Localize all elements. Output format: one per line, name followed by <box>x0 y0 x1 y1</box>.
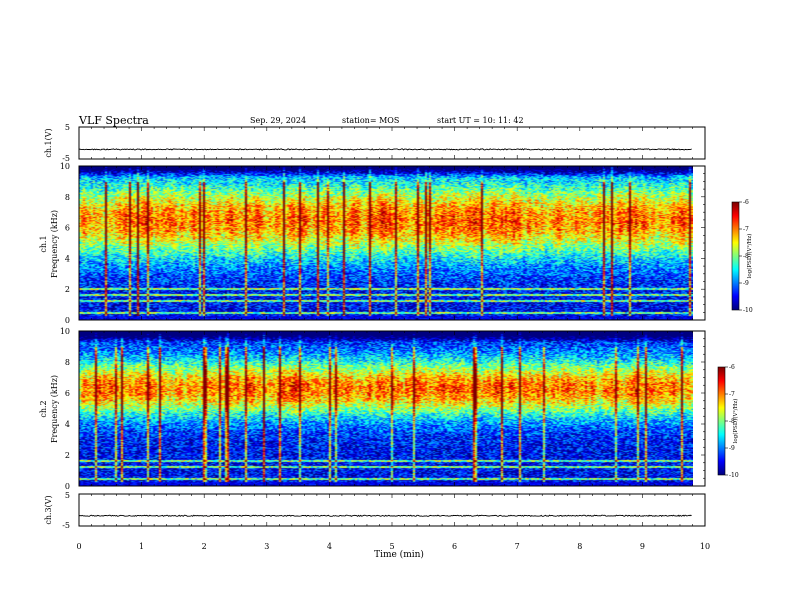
ch2-frequency-label: Frequency (kHz) <box>50 375 59 443</box>
ch3-waveform-frame <box>78 493 706 527</box>
x-tick-label: 3 <box>264 542 269 551</box>
x-tick-label: 5 <box>389 542 394 551</box>
ch2-spectrogram-heatmap <box>79 331 693 486</box>
ch1-spectrogram-heatmap <box>79 166 693 320</box>
x-tick-label: 1 <box>139 542 144 551</box>
colorbar-tick-label: -6 <box>743 199 749 206</box>
start-time-label: start UT = 10: 11: 42 <box>437 116 524 125</box>
colorbar-tick-label: -8 <box>743 253 749 260</box>
y-tick-label: 2 <box>65 285 70 294</box>
colorbar-tick-label: -8 <box>729 418 735 425</box>
x-tick-label: 6 <box>452 542 457 551</box>
x-tick-label: 10 <box>700 542 710 551</box>
ch1-ytick-bottom: -5 <box>62 154 70 163</box>
ch1-waveform-ylabel: ch.1(V) <box>44 128 53 157</box>
ch1-frequency-label: Frequency (kHz) <box>50 210 59 278</box>
ch3-waveform-ylabel: ch.3(V) <box>44 495 53 524</box>
y-tick-label: 2 <box>65 451 70 460</box>
y-tick-label: 4 <box>65 254 70 263</box>
ch1-waveform-trace <box>78 126 692 160</box>
ch1-colorbar-gradient <box>732 202 739 310</box>
ch2-colorbar: -6 -7 -8 -9 -10 log(PSD)(V²/Hz) <box>717 364 739 479</box>
station-label: station= MOS <box>342 116 399 125</box>
colorbar-tick-label: -10 <box>729 472 739 479</box>
colorbar-tick-label: -10 <box>743 307 753 314</box>
ch1-spectrogram-panel: ch.1 Frequency (kHz) 0 2 4 6 8 10 <box>39 162 706 325</box>
ch2-channel-label: ch.2 <box>39 400 48 417</box>
time-axis: 0 1 2 3 4 5 6 7 8 9 10 <box>76 127 710 551</box>
y-tick-label: 10 <box>60 162 70 171</box>
y-tick-label: 6 <box>65 224 70 233</box>
figure-title: VLF Spectra <box>78 114 149 127</box>
ch1-colorbar-ticks: -6 -7 -8 -9 -10 <box>739 199 753 314</box>
ch3-ytick-bottom: -5 <box>62 521 70 530</box>
x-tick-label: 8 <box>577 542 582 551</box>
colorbar-tick-label: -9 <box>743 280 749 287</box>
ch2-colorbar-gradient <box>718 367 725 475</box>
y-tick-label: 4 <box>65 420 70 429</box>
x-tick-label: 2 <box>202 542 207 551</box>
colorbar-tick-label: -6 <box>729 364 735 371</box>
y-tick-label: 8 <box>65 193 70 202</box>
x-tick-label: 0 <box>76 542 81 551</box>
y-tick-label: 0 <box>65 316 70 325</box>
y-tick-label: 0 <box>65 482 70 491</box>
x-tick-label: 4 <box>327 542 332 551</box>
waveform-line <box>78 148 692 151</box>
x-tick-label: 7 <box>515 542 520 551</box>
x-axis-label: Time (min) <box>374 549 424 560</box>
ch1-ytick-top: 5 <box>65 123 70 132</box>
ch1-channel-label: ch.1 <box>39 235 48 252</box>
y-tick-label: 8 <box>65 358 70 367</box>
ch3-waveform-trace <box>78 493 692 527</box>
x-tick-label: 9 <box>640 542 645 551</box>
waveform-line <box>78 514 692 517</box>
date-label: Sep. 29, 2024 <box>250 116 306 125</box>
ch1-waveform-panel: ch.1(V) 5 -5 <box>44 123 706 163</box>
ch2-spectrogram-panel: ch.2 Frequency (kHz) 0 2 4 6 8 10 <box>39 327 706 491</box>
y-tick-label: 10 <box>60 327 70 336</box>
colorbar-tick-label: -7 <box>729 391 735 398</box>
colorbar-tick-label: -9 <box>729 445 735 452</box>
ch3-waveform-panel: ch.3(V) 5 -5 <box>44 491 706 530</box>
ch1-waveform-frame <box>78 126 706 160</box>
ch2-colorbar-label: log(PSD)(V²/Hz) <box>732 399 739 444</box>
ch2-colorbar-ticks: -6 -7 -8 -9 -10 <box>725 364 739 479</box>
ch3-ytick-top: 5 <box>65 491 70 500</box>
ch1-colorbar-label: log(PSD)(V²/Hz) <box>746 234 753 279</box>
ch1-colorbar: -6 -7 -8 -9 -10 log(PSD)(V²/Hz) <box>731 199 753 314</box>
y-tick-label: 6 <box>65 389 70 398</box>
colorbar-tick-label: -7 <box>743 226 749 233</box>
